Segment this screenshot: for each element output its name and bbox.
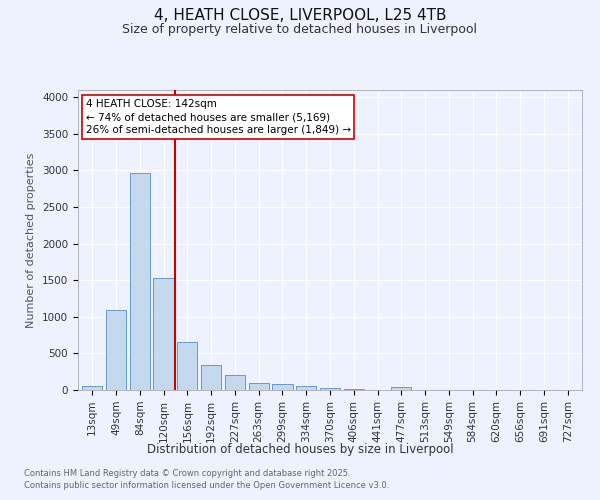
Bar <box>391 388 412 390</box>
Bar <box>320 388 340 390</box>
Text: Distribution of detached houses by size in Liverpool: Distribution of detached houses by size … <box>146 442 454 456</box>
Bar <box>248 382 269 390</box>
Text: Size of property relative to detached houses in Liverpool: Size of property relative to detached ho… <box>122 22 478 36</box>
Bar <box>177 342 197 390</box>
Y-axis label: Number of detached properties: Number of detached properties <box>26 152 37 328</box>
Text: 4 HEATH CLOSE: 142sqm
← 74% of detached houses are smaller (5,169)
26% of semi-d: 4 HEATH CLOSE: 142sqm ← 74% of detached … <box>86 99 350 136</box>
Text: 4, HEATH CLOSE, LIVERPOOL, L25 4TB: 4, HEATH CLOSE, LIVERPOOL, L25 4TB <box>154 8 446 22</box>
Bar <box>154 278 173 390</box>
Text: Contains HM Land Registry data © Crown copyright and database right 2025.: Contains HM Land Registry data © Crown c… <box>24 468 350 477</box>
Text: Contains public sector information licensed under the Open Government Licence v3: Contains public sector information licen… <box>24 481 389 490</box>
Bar <box>272 384 293 390</box>
Bar <box>225 374 245 390</box>
Bar <box>82 386 103 390</box>
Bar <box>106 310 126 390</box>
Bar <box>201 365 221 390</box>
Bar <box>130 174 150 390</box>
Bar <box>296 386 316 390</box>
